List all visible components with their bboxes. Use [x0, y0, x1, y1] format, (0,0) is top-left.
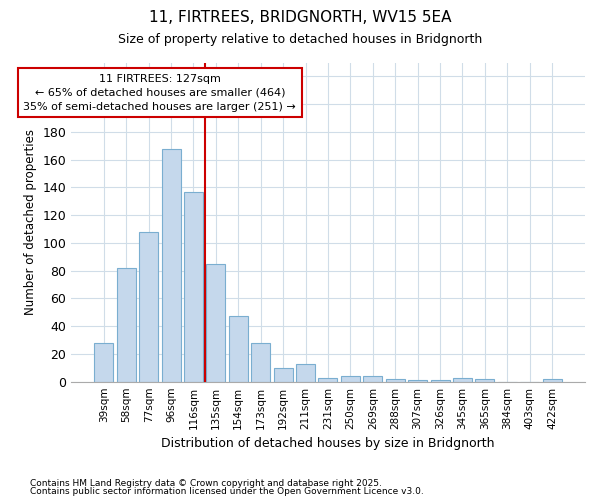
Bar — [319, 378, 337, 382]
Bar — [274, 368, 293, 382]
Bar — [386, 379, 405, 382]
Bar — [139, 232, 158, 382]
Text: Contains HM Land Registry data © Crown copyright and database right 2025.: Contains HM Land Registry data © Crown c… — [30, 478, 382, 488]
Bar — [206, 264, 226, 382]
Bar — [184, 192, 203, 382]
Text: 11 FIRTREES: 127sqm
← 65% of detached houses are smaller (464)
35% of semi-detac: 11 FIRTREES: 127sqm ← 65% of detached ho… — [23, 74, 296, 112]
X-axis label: Distribution of detached houses by size in Bridgnorth: Distribution of detached houses by size … — [161, 437, 495, 450]
Bar — [161, 148, 181, 382]
Text: 11, FIRTREES, BRIDGNORTH, WV15 5EA: 11, FIRTREES, BRIDGNORTH, WV15 5EA — [149, 10, 451, 25]
Bar — [117, 268, 136, 382]
Bar — [431, 380, 449, 382]
Y-axis label: Number of detached properties: Number of detached properties — [23, 129, 37, 315]
Bar — [251, 343, 270, 382]
Bar — [453, 378, 472, 382]
Bar — [363, 376, 382, 382]
Bar — [542, 379, 562, 382]
Bar — [94, 343, 113, 382]
Bar — [229, 316, 248, 382]
Bar — [296, 364, 315, 382]
Bar — [408, 380, 427, 382]
Bar — [475, 379, 494, 382]
Bar — [341, 376, 360, 382]
Text: Size of property relative to detached houses in Bridgnorth: Size of property relative to detached ho… — [118, 32, 482, 46]
Text: Contains public sector information licensed under the Open Government Licence v3: Contains public sector information licen… — [30, 487, 424, 496]
